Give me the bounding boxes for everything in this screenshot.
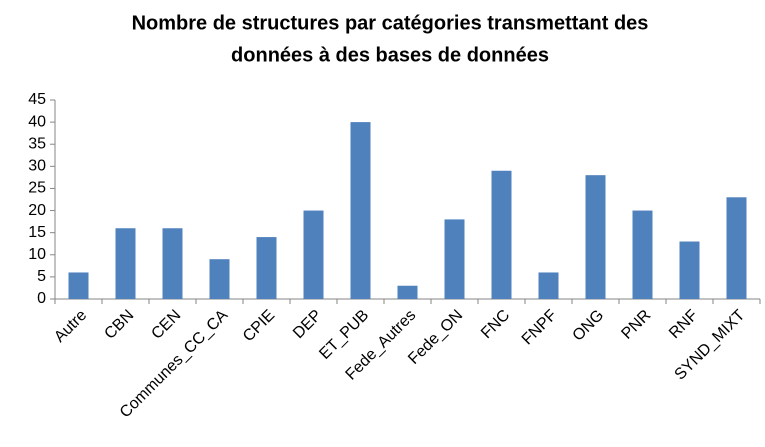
x-tick-label: FNC bbox=[478, 307, 513, 342]
bar bbox=[632, 210, 653, 299]
y-tick-label: 45 bbox=[28, 91, 46, 108]
bar bbox=[679, 241, 700, 299]
bar bbox=[209, 259, 230, 299]
bar bbox=[162, 228, 183, 299]
y-tick-label: 0 bbox=[37, 290, 46, 307]
x-tick-label: RNF bbox=[666, 307, 701, 342]
bar bbox=[256, 237, 277, 299]
y-tick-label: 35 bbox=[28, 135, 46, 152]
bar bbox=[491, 170, 512, 299]
y-tick-label: 10 bbox=[28, 246, 46, 263]
y-tick-label: 15 bbox=[28, 224, 46, 241]
x-tick-label: ONG bbox=[570, 307, 608, 345]
bar bbox=[68, 272, 89, 299]
x-tick-label: FNPF bbox=[519, 307, 561, 349]
y-tick-label: 25 bbox=[28, 180, 46, 197]
y-tick-label: 40 bbox=[28, 113, 46, 130]
y-tick-label: 20 bbox=[28, 202, 46, 219]
chart-title: données à des bases de données bbox=[231, 44, 549, 66]
y-tick-label: 30 bbox=[28, 158, 46, 175]
x-tick-label: CBN bbox=[101, 307, 137, 343]
bar bbox=[115, 228, 136, 299]
bar bbox=[303, 210, 324, 299]
chart-title: Nombre de structures par catégories tran… bbox=[132, 12, 649, 34]
x-tick-label: CPIE bbox=[240, 307, 278, 345]
bar bbox=[444, 219, 465, 299]
bar bbox=[538, 272, 559, 299]
bar bbox=[350, 122, 371, 299]
bar bbox=[397, 285, 418, 299]
x-tick-label: DEP bbox=[290, 307, 325, 342]
x-tick-label: CEN bbox=[148, 307, 184, 343]
x-tick-label: Autre bbox=[51, 307, 90, 346]
y-tick-label: 5 bbox=[37, 268, 46, 285]
x-tick-label: PNR bbox=[618, 307, 654, 343]
bar bbox=[726, 197, 747, 299]
bar bbox=[585, 175, 606, 299]
